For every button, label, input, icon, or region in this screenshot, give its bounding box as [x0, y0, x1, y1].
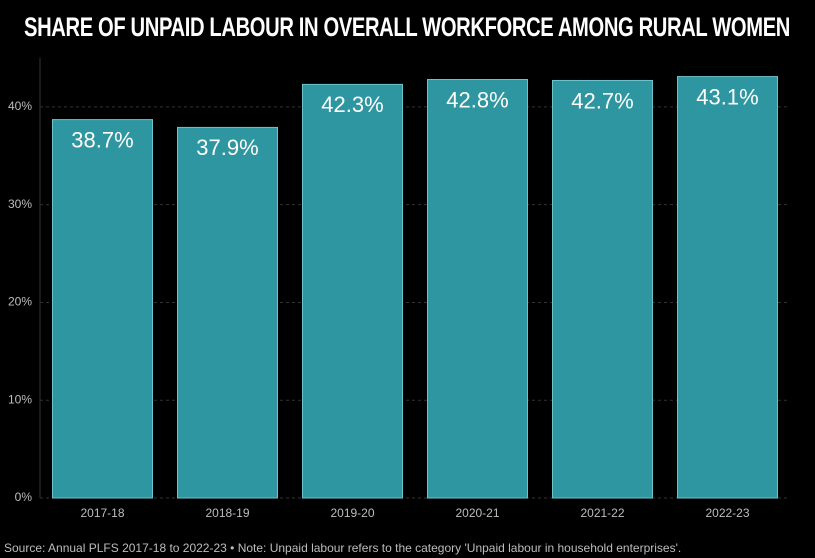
value-label: 42.8% [446, 87, 508, 112]
x-tick-label: 2019-20 [330, 506, 374, 520]
x-tick-label: 2017-18 [80, 506, 124, 520]
value-label: 42.7% [571, 88, 633, 113]
bar [177, 126, 278, 499]
value-label: 37.9% [196, 135, 258, 160]
value-label: 43.1% [696, 84, 758, 109]
value-label: 38.7% [71, 127, 133, 152]
bar [52, 119, 153, 499]
value-label: 42.3% [321, 92, 383, 117]
y-tick-label: 30% [8, 197, 32, 211]
x-tick-label: 2021-22 [580, 506, 624, 520]
y-tick-label: 20% [8, 295, 32, 309]
x-tick-label: 2018-19 [205, 506, 249, 520]
bar [427, 79, 528, 499]
y-tick-label: 40% [8, 99, 32, 113]
bar [552, 79, 653, 499]
x-tick-label: 2020-21 [455, 506, 499, 520]
bar [302, 83, 403, 499]
x-tick-label: 2022-23 [705, 506, 749, 520]
y-tick-label: 10% [8, 392, 32, 406]
y-tick-label: 0% [15, 490, 33, 504]
source-note: Source: Annual PLFS 2017-18 to 2022-23 •… [4, 541, 681, 555]
bar [677, 76, 778, 499]
chart-title: SHARE OF UNPAID LABOUR IN OVERALL WORKFO… [24, 12, 790, 42]
